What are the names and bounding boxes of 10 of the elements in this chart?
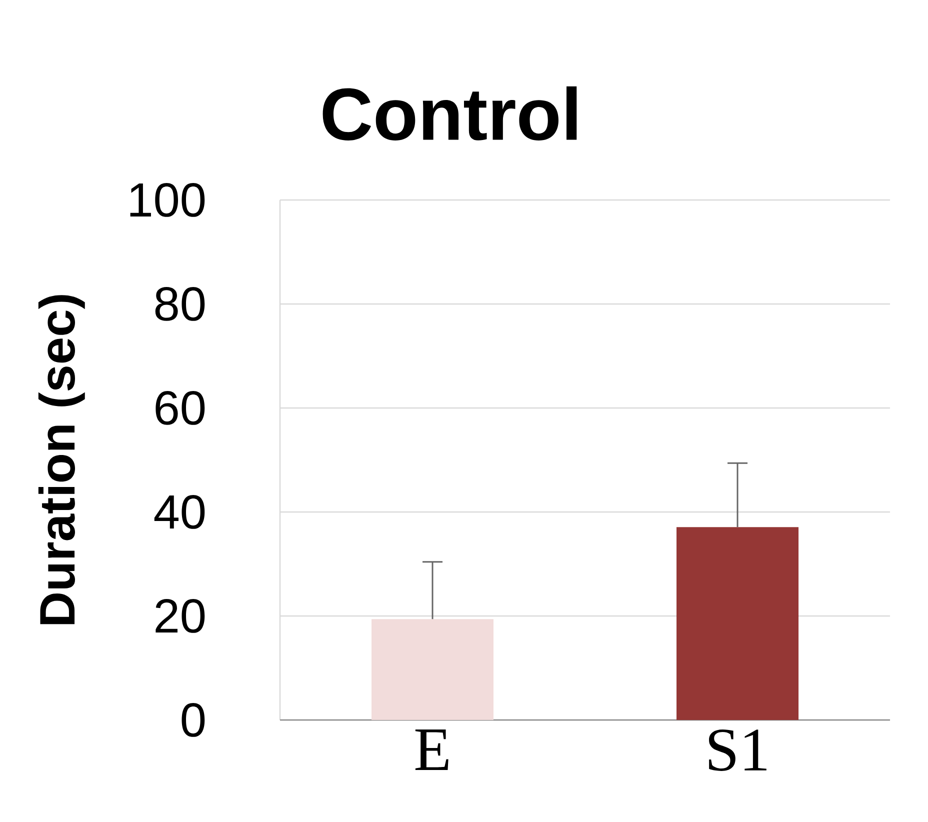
y-tick-label: 20 <box>156 599 205 633</box>
x-tick-label: E <box>415 730 448 770</box>
y-tick-label: 60 <box>156 391 205 425</box>
y-tick-label: 80 <box>155 287 205 321</box>
chart-title: Control <box>322 86 577 140</box>
y-tick-label: 0 <box>182 703 205 737</box>
y-tick-label: 40 <box>154 495 205 529</box>
x-tick-label: S1 <box>709 730 766 772</box>
y-axis-title: Duration (sec) <box>38 295 85 624</box>
y-tick-label: 100 <box>130 183 205 217</box>
